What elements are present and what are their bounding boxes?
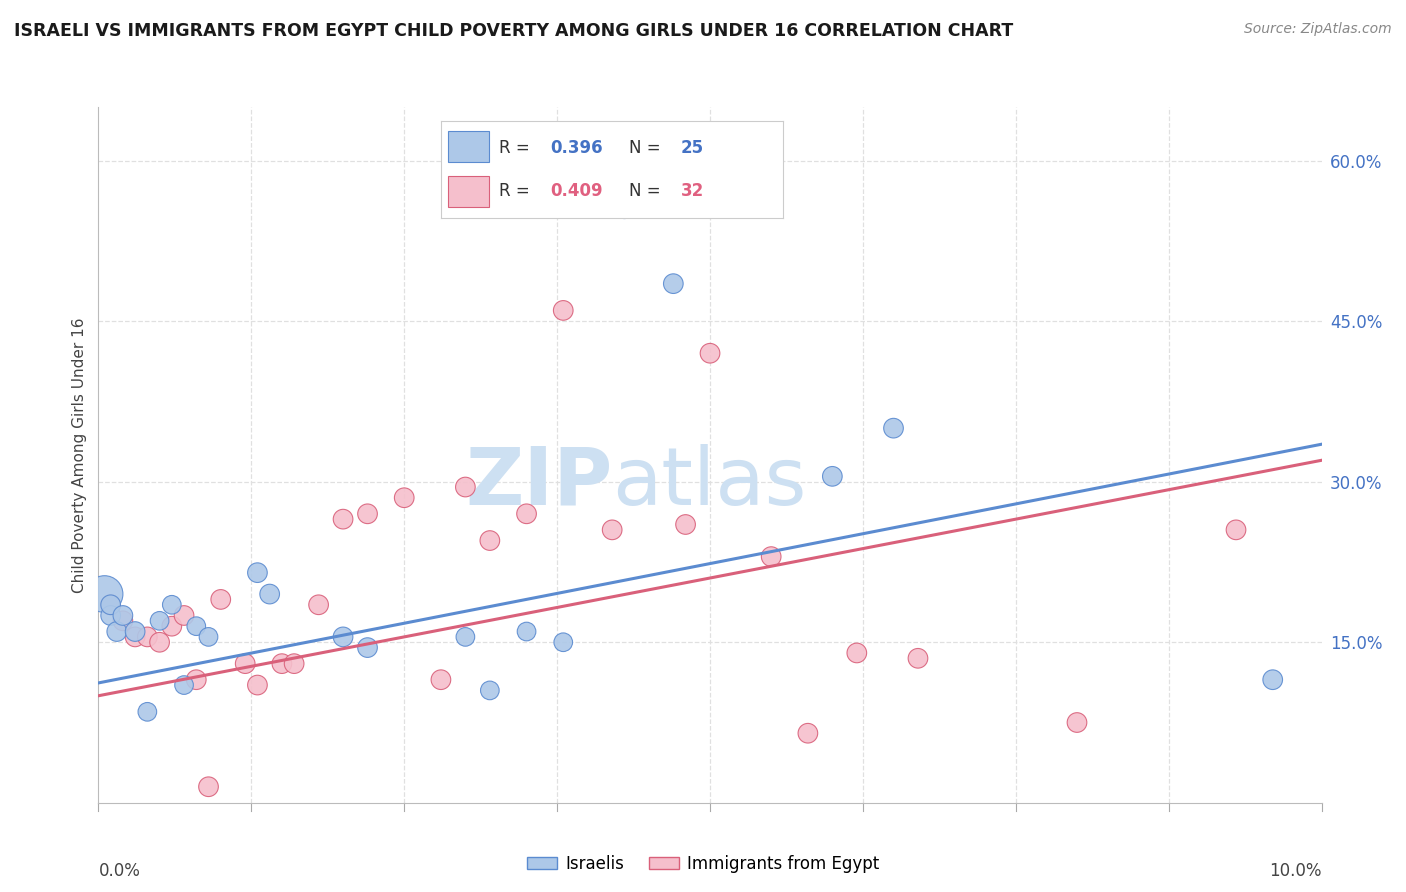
Point <box>259 587 281 601</box>
Point <box>356 507 378 521</box>
Point <box>1225 523 1247 537</box>
Point <box>173 608 195 623</box>
Point <box>662 277 685 291</box>
Point <box>111 614 134 628</box>
Text: ZIP: ZIP <box>465 443 612 522</box>
Point <box>1261 673 1284 687</box>
Point <box>246 566 269 580</box>
Point <box>699 346 721 360</box>
Point <box>675 517 697 532</box>
Point <box>173 678 195 692</box>
Point <box>759 549 782 564</box>
Point <box>100 608 122 623</box>
Point <box>100 598 122 612</box>
Point <box>160 598 183 612</box>
Point <box>124 624 146 639</box>
Point <box>197 780 219 794</box>
Point <box>478 533 501 548</box>
Point <box>392 491 416 505</box>
Point <box>308 598 330 612</box>
Point <box>209 592 232 607</box>
Point <box>93 587 115 601</box>
Point <box>553 303 575 318</box>
Point <box>233 657 256 671</box>
Legend: Israelis, Immigrants from Egypt: Israelis, Immigrants from Egypt <box>520 848 886 880</box>
Point <box>478 683 501 698</box>
Point <box>246 678 269 692</box>
Point <box>149 614 172 628</box>
Point <box>197 630 219 644</box>
Point <box>845 646 868 660</box>
Point <box>907 651 929 665</box>
Point <box>111 608 134 623</box>
Text: atlas: atlas <box>612 443 807 522</box>
Point <box>553 635 575 649</box>
Point <box>516 507 538 521</box>
Point <box>100 598 122 612</box>
Y-axis label: Child Poverty Among Girls Under 16: Child Poverty Among Girls Under 16 <box>72 318 87 592</box>
Point <box>136 705 159 719</box>
Text: Source: ZipAtlas.com: Source: ZipAtlas.com <box>1244 22 1392 37</box>
Point <box>270 657 292 671</box>
Point <box>332 630 354 644</box>
Point <box>797 726 820 740</box>
Point <box>1066 715 1088 730</box>
Point <box>149 635 172 649</box>
Point <box>124 630 146 644</box>
Point <box>454 630 477 644</box>
Point <box>186 673 208 687</box>
Text: 0.0%: 0.0% <box>98 862 141 880</box>
Point <box>613 202 636 216</box>
Point <box>821 469 844 483</box>
Text: 10.0%: 10.0% <box>1270 862 1322 880</box>
Point <box>600 523 623 537</box>
Point <box>186 619 208 633</box>
Point <box>160 619 183 633</box>
Text: ISRAELI VS IMMIGRANTS FROM EGYPT CHILD POVERTY AMONG GIRLS UNDER 16 CORRELATION : ISRAELI VS IMMIGRANTS FROM EGYPT CHILD P… <box>14 22 1014 40</box>
Point <box>136 630 159 644</box>
Point <box>883 421 905 435</box>
Point <box>332 512 354 526</box>
Point <box>430 673 453 687</box>
Point <box>356 640 378 655</box>
Point <box>105 624 128 639</box>
Point <box>516 624 538 639</box>
Point <box>283 657 305 671</box>
Point <box>454 480 477 494</box>
